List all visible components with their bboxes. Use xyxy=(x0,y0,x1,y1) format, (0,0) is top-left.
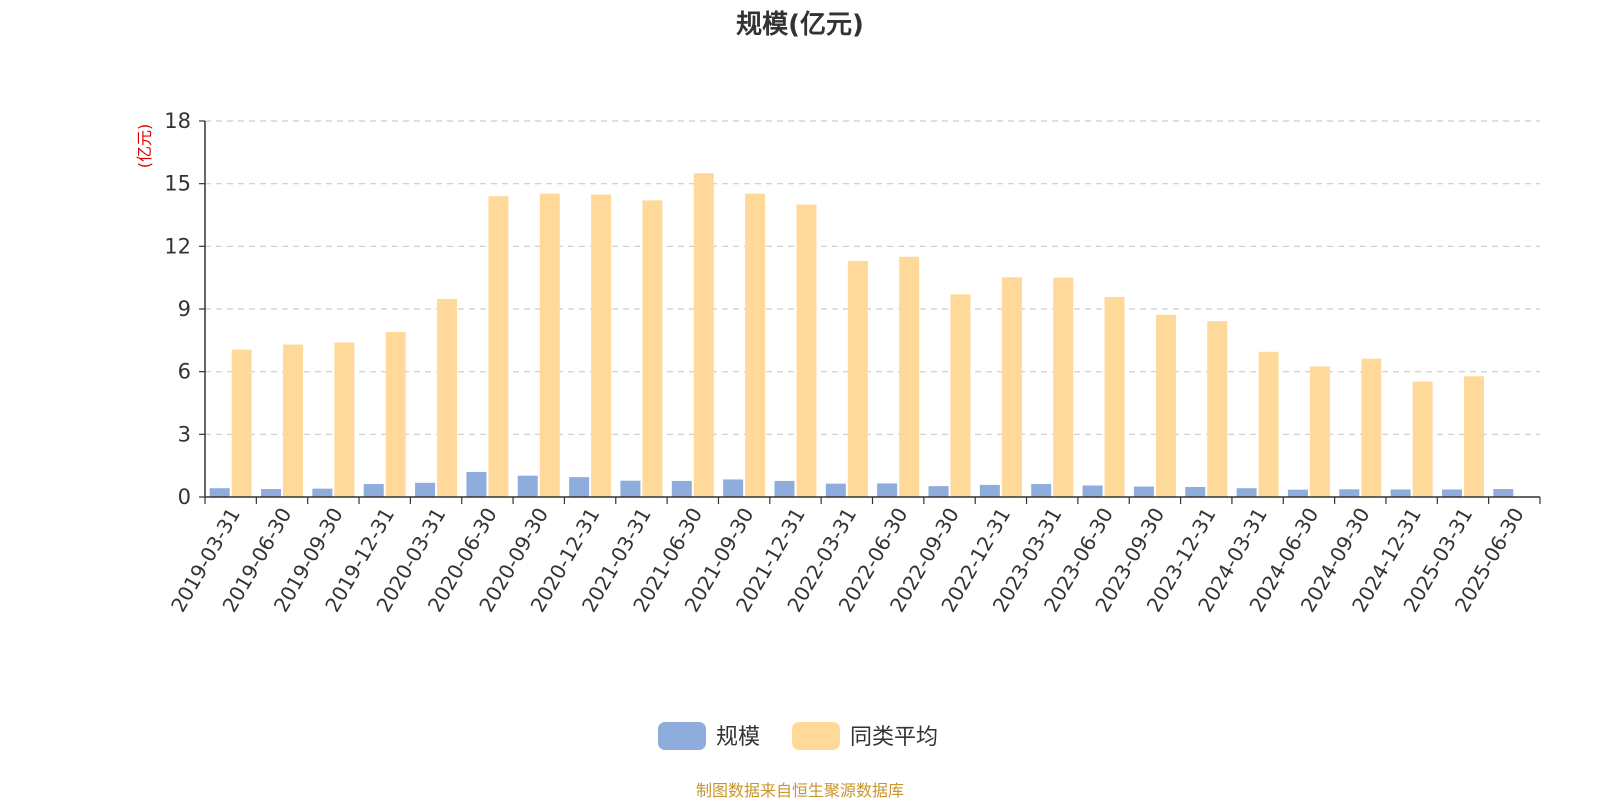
bar-scale xyxy=(363,484,384,497)
bar-peer-average xyxy=(796,204,817,498)
bar-scale xyxy=(1390,489,1411,497)
bar-peer-average xyxy=(642,200,663,497)
bar-scale xyxy=(415,482,436,497)
bar-peer-average xyxy=(1412,381,1433,497)
y-tick-label: 12 xyxy=(164,234,191,258)
bar-scale xyxy=(1287,489,1308,497)
bar-scale xyxy=(1031,484,1052,497)
y-tick-label: 15 xyxy=(164,172,191,196)
bar-scale xyxy=(620,480,641,497)
bar-scale xyxy=(569,477,590,497)
bar-scale xyxy=(723,479,744,497)
bar-peer-average xyxy=(693,173,714,497)
bar-peer-average xyxy=(847,260,868,497)
bar-scale xyxy=(979,484,1000,497)
bar-scale xyxy=(877,483,898,497)
bar-peer-average xyxy=(745,193,766,497)
bar-scale xyxy=(1185,486,1206,497)
legend-label: 同类平均 xyxy=(850,725,938,750)
bar-peer-average xyxy=(231,349,252,497)
chart-title: 规模(亿元) xyxy=(736,10,864,40)
bar-scale xyxy=(1441,489,1462,497)
bar-peer-average xyxy=(334,342,355,497)
y-tick-label: 9 xyxy=(178,297,191,321)
bar-scale xyxy=(1082,485,1103,497)
bar-peer-average xyxy=(1463,376,1484,497)
y-tick-label: 3 xyxy=(178,422,191,446)
bar-peer-average xyxy=(488,196,509,497)
bar-peer-average xyxy=(1001,277,1022,497)
bar-peer-average xyxy=(1258,351,1279,497)
y-tick-label: 0 xyxy=(178,485,191,509)
bar-scale xyxy=(1339,489,1360,497)
bar-scale xyxy=(928,486,949,497)
bar-peer-average xyxy=(1309,366,1330,497)
legend-label: 规模 xyxy=(716,725,760,750)
bar-scale xyxy=(209,488,230,497)
y-tick-label: 6 xyxy=(178,360,191,384)
y-axis-unit-label: (亿元) xyxy=(135,124,154,169)
y-tick-label: 18 xyxy=(164,109,191,133)
bar-peer-average xyxy=(385,331,406,497)
bar-scale xyxy=(1493,489,1514,497)
bar-scale xyxy=(825,483,846,497)
data-source-note: 制图数据来自恒生聚源数据库 xyxy=(696,781,904,800)
bar-peer-average xyxy=(950,294,971,497)
bar-scale xyxy=(261,489,282,497)
bar-peer-average xyxy=(1053,277,1074,497)
bar-scale xyxy=(466,471,487,497)
bar-scale xyxy=(774,480,795,497)
bar-peer-average xyxy=(539,193,560,497)
bars xyxy=(209,173,1514,498)
legend-swatch xyxy=(658,722,706,750)
bar-peer-average xyxy=(1104,296,1125,497)
bar-peer-average xyxy=(1155,314,1176,497)
bar-scale xyxy=(671,480,692,497)
bar-peer-average xyxy=(437,298,458,497)
bar-peer-average xyxy=(283,344,304,497)
bar-peer-average xyxy=(899,256,920,497)
bar-scale xyxy=(517,475,538,497)
legend: 规模 同类平均 xyxy=(658,722,938,750)
bar-peer-average xyxy=(591,194,612,498)
bar-peer-average xyxy=(1207,321,1228,497)
bar-scale xyxy=(1133,486,1154,497)
bar-peer-average xyxy=(1361,358,1382,497)
legend-swatch xyxy=(792,722,840,750)
bar-scale xyxy=(312,488,333,497)
bar-scale xyxy=(1236,488,1257,497)
